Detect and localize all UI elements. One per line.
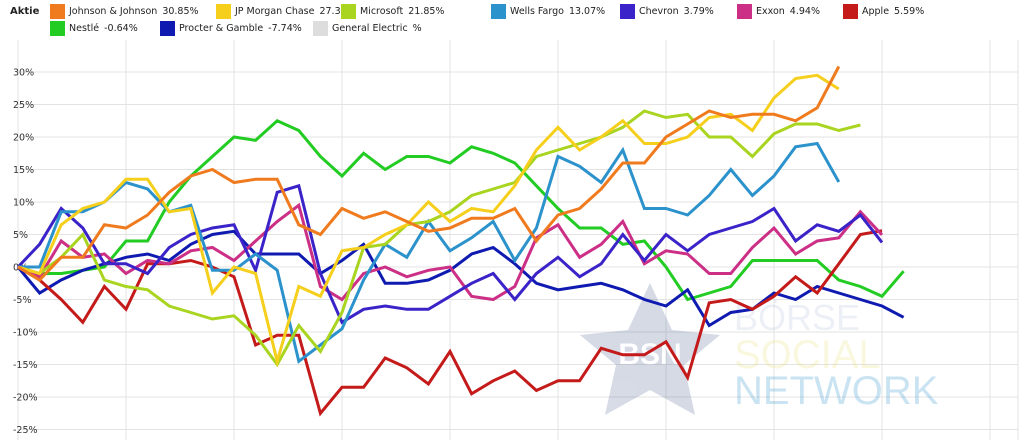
legend-item[interactable]: Exxon 4.94% [737,3,820,19]
legend-label: General Electric [332,22,408,34]
legend-value: -7.74% [268,22,302,34]
legend-value: -0.64% [104,22,138,34]
y-tick-label: 30% [13,68,34,79]
series-line-johnson-johnson[interactable] [17,65,841,282]
legend-item[interactable]: Microsoft 21.85% [341,3,444,19]
y-tick-label: 10% [13,198,34,209]
legend-swatch [160,20,175,36]
legend-label: Wells Fargo [510,5,564,17]
legend-label: Exxon [756,5,785,17]
legend-value: 13.07% [568,5,606,17]
legend-item[interactable]: JP Morgan Chase 27.38% [216,3,356,19]
y-tick-label: -5% [13,295,32,306]
chart-legend: Aktie Johnson & Johnson 30.85% JP Morgan C… [0,0,1024,40]
legend-label: Nestlé [69,22,100,34]
y-tick-label: -25% [13,425,38,436]
legend-value: 3.79% [683,5,714,17]
y-tick-label: -20% [13,393,38,404]
legend-value: 21.85% [408,5,445,17]
y-axis: 30%25%20%15%10%5%0%-5%-10%-15%-20%-25% [13,68,38,437]
legend-value: 30.85% [162,5,199,17]
line-chart: BSN BÖRSE SOCIAL NETWORK 30% 25% 20% 15% 10%… [13,40,1019,440]
legend-item[interactable]: Wells Fargo 13.07% [491,3,605,19]
watermark-star-icon [580,283,720,415]
watermark-line-1: BÖRSE [734,297,860,338]
series-line-microsoft[interactable] [17,109,861,368]
legend-swatch [313,20,328,36]
legend-value: 5.59% [894,5,925,17]
series-lines [16,65,905,417]
legend-item[interactable]: Nestlé -0.64% [50,20,138,36]
series-line-chevron[interactable] [16,183,884,325]
legend-label: Microsoft [360,5,404,17]
legend-swatch [620,3,635,19]
legend-swatch [843,3,858,19]
legend-swatch [50,3,65,19]
legend-swatch [341,3,356,19]
watermark-line-2: SOCIAL [734,333,881,377]
y-tick-label: -10% [13,328,38,339]
watermark-line-3: NETWORK [734,369,939,413]
series-line-wells-fargo[interactable] [18,141,841,364]
y-tick-label: 20% [13,133,34,144]
legend-value: % [412,22,422,34]
legend-value: 4.94% [789,5,820,17]
legend-item[interactable]: Johnson & Johnson 30.85% [50,3,199,19]
legend-value: 27.38% [319,5,356,17]
legend-item[interactable]: General Electric% [313,20,422,36]
y-tick-label: -15% [13,360,38,371]
legend-label: JP Morgan Chase [235,5,315,17]
series-line-exxon[interactable] [17,202,884,302]
legend-swatch [50,20,65,36]
y-tick-label: 15% [13,165,34,176]
legend-item[interactable]: Procter & Gamble -7.74% [160,20,302,36]
legend-label: Johnson & Johnson [69,5,158,17]
series-line-jp-morgan-chase[interactable] [17,73,840,368]
legend-label: Procter & Gamble [179,22,264,34]
y-tick-label: 5% [13,230,28,241]
watermark: BSN BÖRSE SOCIAL NETWORK [580,283,939,415]
legend-label: Chevron [639,5,679,17]
legend-label: Apple [862,5,890,17]
y-tick-label: 25% [13,100,34,111]
legend-item[interactable]: Apple 5.59% [843,3,924,19]
legend-swatch [216,3,231,19]
legend-swatch [491,3,506,19]
legend-swatch [737,3,752,19]
legend-item[interactable]: Chevron 3.79% [620,3,714,19]
legend-title: Aktie [10,6,40,17]
